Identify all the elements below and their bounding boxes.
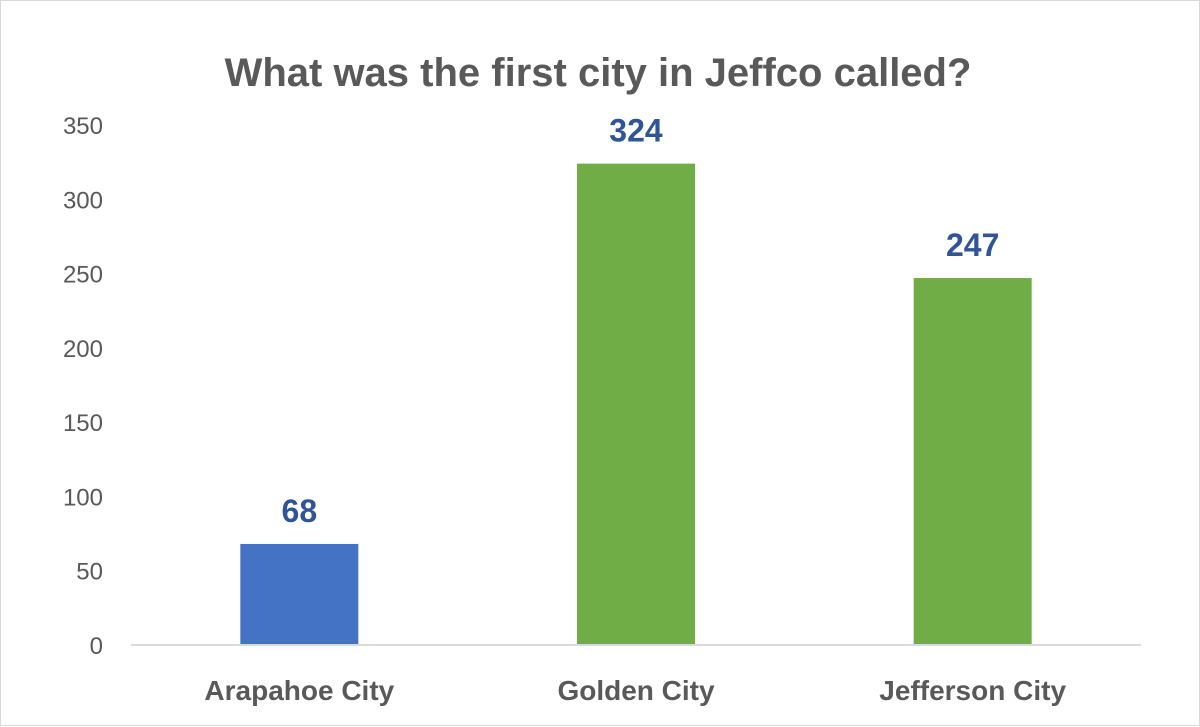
x-tick-label: Golden City — [557, 675, 715, 706]
y-tick-label: 0 — [90, 633, 103, 660]
bar-golden-city — [577, 163, 695, 645]
data-label: 247 — [946, 227, 999, 263]
y-tick-label: 200 — [63, 336, 103, 363]
data-labels: 68 324 247 — [282, 113, 1000, 529]
y-tick-label: 350 — [63, 113, 103, 140]
y-tick-label: 150 — [63, 410, 103, 437]
x-tick-label: Arapahoe City — [204, 675, 394, 706]
data-label: 68 — [282, 493, 318, 529]
y-tick-label: 100 — [63, 484, 103, 511]
x-tick-label: Jefferson City — [879, 675, 1066, 706]
chart-title: What was the first city in Jeffco called… — [225, 51, 972, 95]
y-tick-label: 50 — [76, 559, 103, 586]
data-label: 324 — [609, 113, 663, 149]
y-axis: 0 50 100 150 200 250 300 350 — [63, 113, 103, 660]
y-tick-label: 250 — [63, 262, 103, 289]
bars — [240, 163, 1032, 645]
bar-jefferson-city — [913, 278, 1032, 645]
bar-arapahoe-city — [240, 543, 359, 645]
x-axis: Arapahoe City Golden City Jefferson City — [131, 644, 1141, 706]
y-tick-label: 300 — [63, 187, 103, 214]
